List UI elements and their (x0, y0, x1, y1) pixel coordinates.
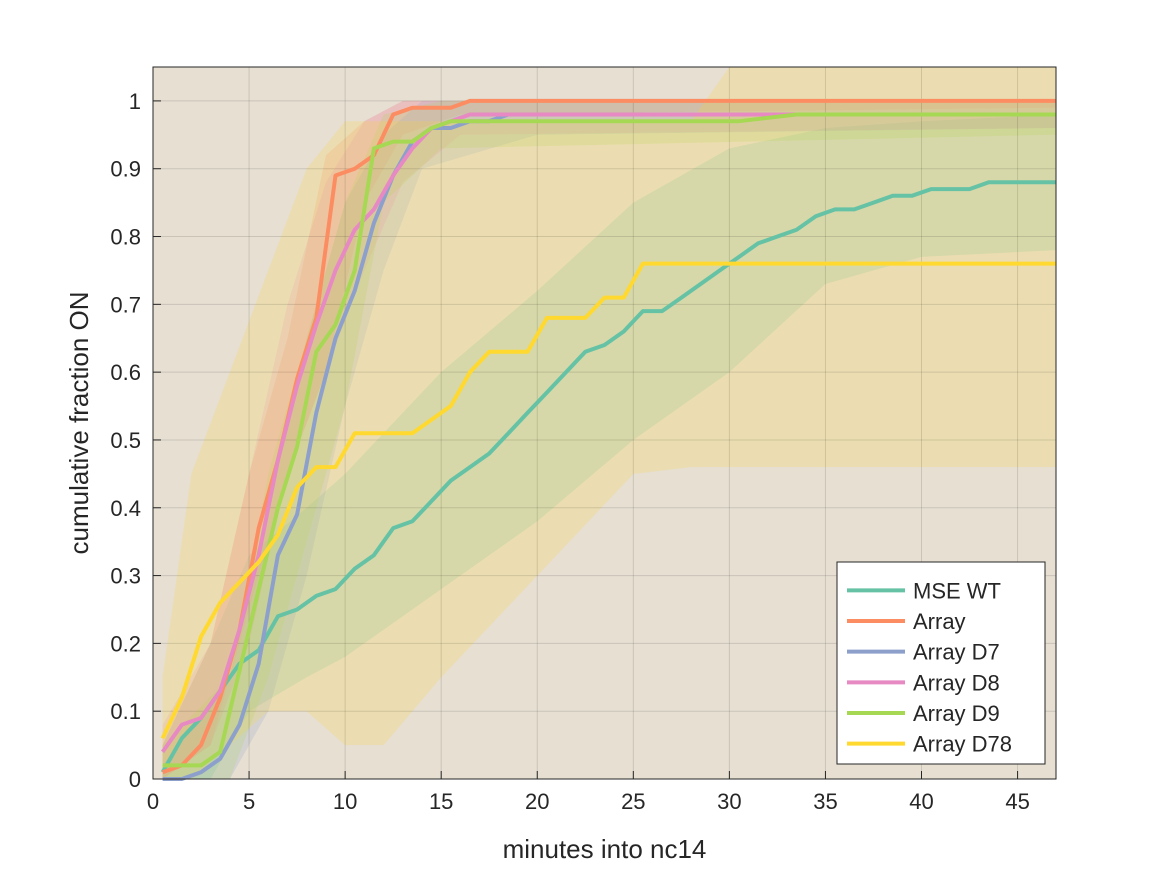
y-tick-label: 0.4 (110, 496, 141, 521)
x-axis: 0 5 10 15 20 25 30 35 40 45 (147, 771, 1030, 814)
x-tick-label: 45 (1005, 789, 1029, 814)
y-tick-label: 0 (129, 767, 141, 792)
legend-label-2: Array (913, 609, 966, 634)
series-line-5 (162, 112, 1056, 768)
x-tick-label: 40 (909, 789, 933, 814)
legend-label-4: Array D8 (913, 670, 1000, 695)
y-tick-label: 0.3 (110, 564, 141, 589)
y-axis: 0 0.1 0.2 0.3 0.4 0.5 0.6 0.7 0.8 0.9 1 (110, 89, 161, 792)
y-axis-label: cumulative fraction ON (64, 292, 94, 555)
x-axis-label: minutes into nc14 (503, 834, 707, 864)
y-tick-label: 1 (129, 89, 141, 114)
x-tick-label: 30 (717, 789, 741, 814)
series-line-2 (161, 98, 1056, 775)
x-tick-label: 35 (813, 789, 837, 814)
legend-label-5: Array D9 (913, 701, 1000, 726)
x-tick-label: 15 (429, 789, 453, 814)
legend-label-1: MSE WT (913, 578, 1001, 603)
x-tick-label: 25 (621, 789, 645, 814)
band-3 (162, 100, 1057, 779)
y-tick-label: 0.1 (110, 699, 141, 724)
x-tick-label: 10 (333, 789, 357, 814)
axes-frame (152, 66, 1057, 780)
y-tick-label: 0.2 (110, 631, 141, 656)
band-6 (162, 67, 1057, 779)
y-tick-label: 0.7 (110, 292, 141, 317)
grid-lines (153, 67, 1056, 779)
legend: MSE WT Array Array D7 Array D8 Array D9 Array… (836, 561, 1046, 765)
y-tick-label: 0.5 (110, 428, 141, 453)
x-tick-label: 0 (147, 789, 159, 814)
confidence-bands (162, 67, 1057, 779)
series-line-1 (160, 180, 1056, 774)
legend-label-3: Array D7 (913, 640, 1000, 665)
plot-area (153, 67, 1057, 781)
series-lines (160, 98, 1056, 781)
x-tick-label: 5 (243, 789, 255, 814)
x-tick-label: 20 (525, 789, 549, 814)
y-tick-label: 0.6 (110, 360, 141, 385)
y-tick-label: 0.8 (110, 225, 141, 250)
y-tick-label: 0.9 (110, 157, 141, 182)
legend-label-6: Array D78 (913, 732, 1012, 757)
legend-box (836, 561, 1046, 765)
series-line-6 (160, 261, 1056, 740)
band-5 (162, 100, 1057, 779)
band-1 (162, 114, 1057, 779)
